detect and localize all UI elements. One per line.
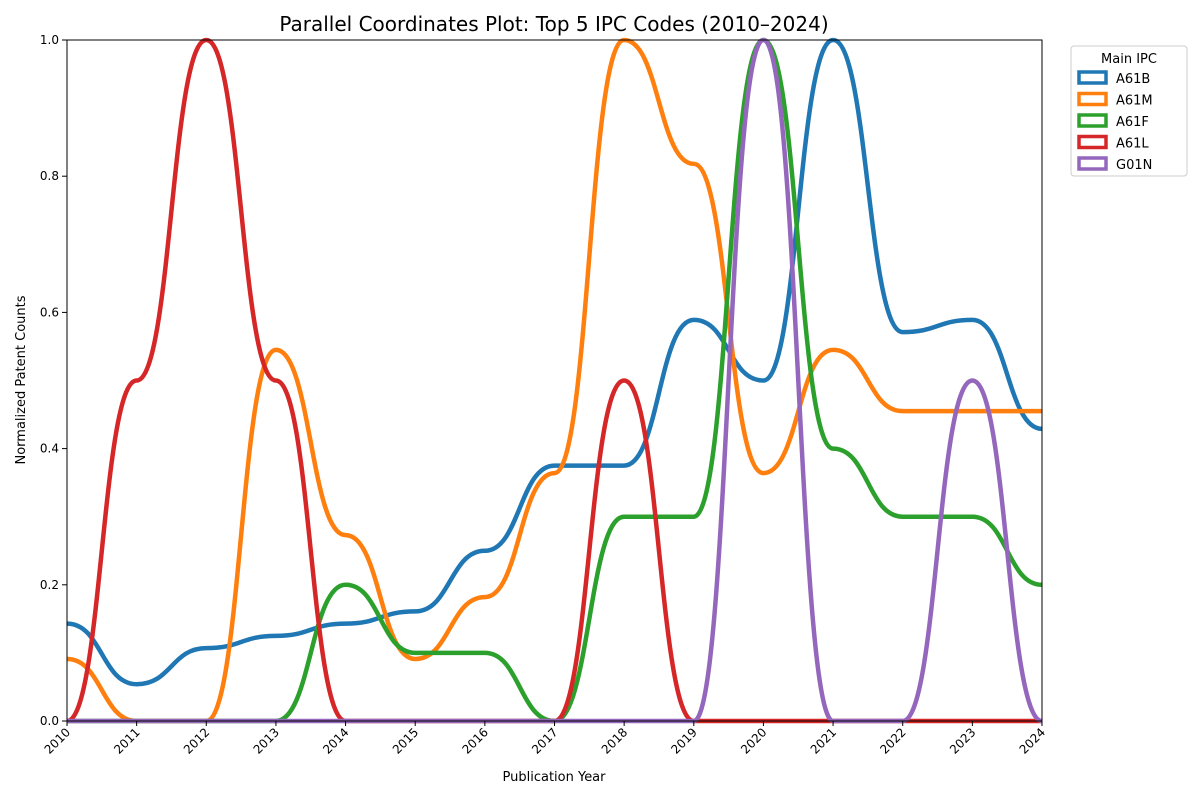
x-tick-label: 2012 bbox=[181, 725, 212, 756]
x-tick-label: 2020 bbox=[738, 725, 769, 756]
x-tick-label: 2019 bbox=[668, 725, 699, 756]
y-tick-label: 1.0 bbox=[40, 33, 59, 47]
legend-title: Main IPC bbox=[1101, 52, 1157, 67]
legend-label: A61L bbox=[1116, 137, 1149, 152]
x-tick-label: 2021 bbox=[808, 725, 839, 756]
series-line-a61l bbox=[67, 40, 1042, 721]
x-tick-label: 2017 bbox=[529, 725, 560, 756]
series-line-a61b bbox=[67, 40, 1042, 684]
x-tick-label: 2018 bbox=[599, 725, 630, 756]
y-tick-label: 0.8 bbox=[40, 169, 59, 183]
y-axis: 0.0 0.2 0.4 0.6 0.8 1.0 bbox=[40, 33, 67, 728]
x-tick-label: 2015 bbox=[390, 725, 421, 756]
plot-area bbox=[67, 40, 1042, 721]
x-axis-label: Publication Year bbox=[503, 770, 607, 785]
y-tick-label: 0.0 bbox=[40, 714, 59, 728]
x-axis: 2010 2011 2012 2013 2014 2015 2016 2017 2018 2019… bbox=[42, 721, 1048, 757]
x-tick-label: 2023 bbox=[947, 725, 978, 756]
x-tick-label: 2014 bbox=[320, 725, 351, 756]
x-tick-label: 2024 bbox=[1017, 725, 1048, 756]
chart-title: Parallel Coordinates Plot: Top 5 IPC Cod… bbox=[279, 12, 828, 36]
legend-label: A61M bbox=[1116, 94, 1153, 109]
y-tick-label: 0.4 bbox=[40, 442, 59, 456]
series-line-g01n bbox=[67, 40, 1042, 721]
x-tick-label: 2010 bbox=[42, 725, 73, 756]
legend-label: A61F bbox=[1116, 115, 1149, 130]
series-line-a61f bbox=[67, 40, 1042, 721]
x-tick-label: 2011 bbox=[111, 725, 142, 756]
plot-frame bbox=[67, 40, 1042, 721]
legend: Main IPC A61B A61M A61F A61L G01N bbox=[1071, 46, 1187, 176]
series-line-a61m bbox=[67, 40, 1042, 721]
legend-label: A61B bbox=[1116, 72, 1150, 87]
legend-label: G01N bbox=[1116, 158, 1152, 173]
y-tick-label: 0.6 bbox=[40, 305, 59, 319]
x-tick-label: 2016 bbox=[459, 725, 490, 756]
y-tick-label: 0.2 bbox=[40, 578, 59, 592]
x-tick-label: 2022 bbox=[877, 725, 908, 756]
y-axis-label: Normalized Patent Counts bbox=[14, 295, 29, 464]
x-tick-label: 2013 bbox=[251, 725, 282, 756]
